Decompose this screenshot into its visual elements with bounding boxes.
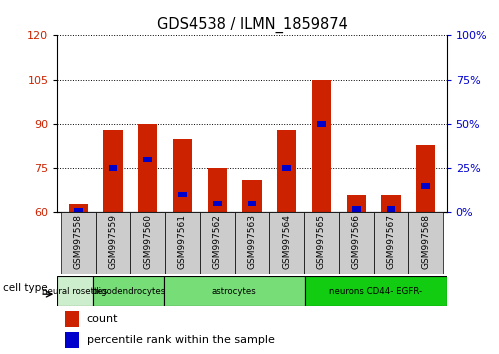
- Bar: [305, 276, 447, 306]
- Bar: [93, 276, 164, 306]
- Title: GDS4538 / ILMN_1859874: GDS4538 / ILMN_1859874: [157, 16, 347, 33]
- Bar: [65, 332, 79, 348]
- Text: GSM997563: GSM997563: [248, 214, 256, 269]
- Bar: [422, 183, 430, 188]
- Bar: [103, 130, 123, 212]
- Text: neurons CD44- EGFR-: neurons CD44- EGFR-: [329, 287, 422, 296]
- Text: oligodendrocytes: oligodendrocytes: [91, 287, 165, 296]
- Text: cell type: cell type: [3, 283, 47, 293]
- Bar: [339, 212, 374, 274]
- Bar: [143, 156, 152, 162]
- Bar: [109, 166, 117, 171]
- Text: neural rosettes: neural rosettes: [42, 287, 108, 296]
- Bar: [235, 212, 269, 274]
- Text: GSM997558: GSM997558: [74, 214, 83, 269]
- Bar: [317, 121, 326, 127]
- Bar: [381, 195, 401, 212]
- Bar: [269, 212, 304, 274]
- Bar: [178, 192, 187, 198]
- Bar: [352, 206, 361, 211]
- Text: GSM997559: GSM997559: [108, 214, 117, 269]
- Bar: [65, 311, 79, 327]
- Bar: [374, 212, 408, 274]
- Bar: [408, 212, 443, 274]
- Bar: [69, 204, 88, 212]
- Bar: [304, 212, 339, 274]
- Bar: [200, 212, 235, 274]
- Text: astrocytes: astrocytes: [212, 287, 256, 296]
- Bar: [312, 80, 331, 212]
- Bar: [208, 168, 227, 212]
- Bar: [138, 124, 157, 212]
- Bar: [96, 212, 130, 274]
- Text: GSM997562: GSM997562: [213, 214, 222, 269]
- Bar: [248, 201, 256, 206]
- Text: GSM997564: GSM997564: [282, 214, 291, 269]
- Bar: [277, 130, 296, 212]
- Text: GSM997561: GSM997561: [178, 214, 187, 269]
- Bar: [282, 166, 291, 171]
- Bar: [416, 144, 435, 212]
- Bar: [61, 212, 96, 274]
- Bar: [57, 276, 93, 306]
- Text: percentile rank within the sample: percentile rank within the sample: [87, 335, 274, 345]
- Text: GSM997566: GSM997566: [352, 214, 361, 269]
- Bar: [165, 212, 200, 274]
- Text: GSM997567: GSM997567: [387, 214, 396, 269]
- Bar: [347, 195, 366, 212]
- Text: count: count: [87, 314, 118, 324]
- Bar: [213, 201, 222, 206]
- Bar: [130, 212, 165, 274]
- Bar: [243, 180, 261, 212]
- Bar: [387, 206, 395, 211]
- Text: GSM997565: GSM997565: [317, 214, 326, 269]
- Bar: [164, 276, 305, 306]
- Bar: [74, 208, 82, 213]
- Bar: [173, 139, 192, 212]
- Text: GSM997568: GSM997568: [421, 214, 430, 269]
- Text: GSM997560: GSM997560: [143, 214, 152, 269]
